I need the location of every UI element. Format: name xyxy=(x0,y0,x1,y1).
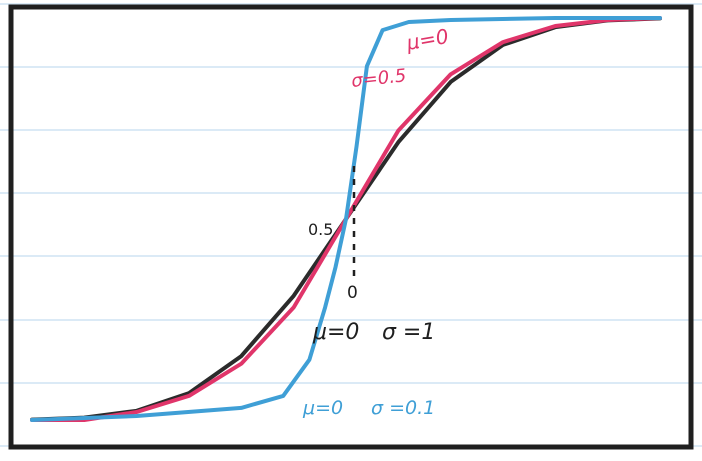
chart-frame xyxy=(8,4,694,450)
x-zero-label: 0 xyxy=(347,283,358,303)
blue-sigma-label: σ =0.1 xyxy=(371,397,435,419)
blue-mu-label: μ=0 xyxy=(302,397,343,419)
black-mu-label: μ=0 xyxy=(312,320,359,345)
black-sigma-label: σ =1 xyxy=(382,320,435,345)
curves-layer xyxy=(30,16,662,422)
pink-sigma-label: σ=0.5 xyxy=(350,65,407,92)
y-mid-label: 0.5 xyxy=(308,220,333,239)
ruled-lines xyxy=(0,3,702,447)
pink-mu-label: μ=0 xyxy=(404,24,451,55)
cdf-curve-blue xyxy=(30,16,662,422)
